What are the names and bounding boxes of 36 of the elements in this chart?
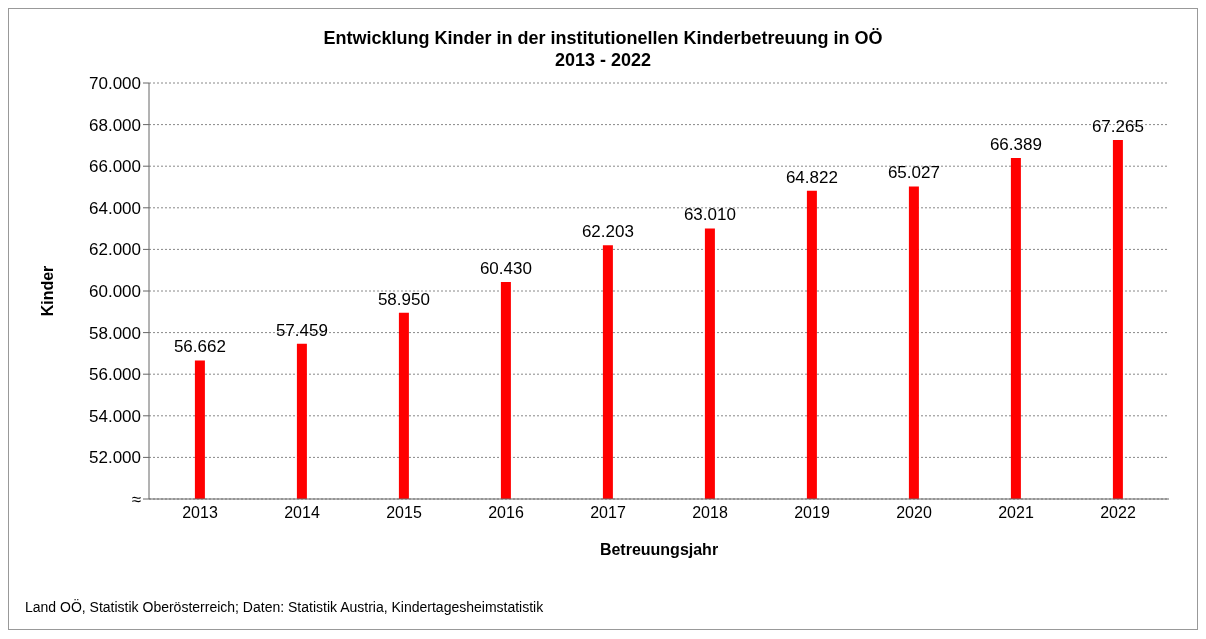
data-label: 58.950 xyxy=(377,289,430,309)
data-label: 63.010 xyxy=(683,205,736,225)
y-tick-label: 62.000 xyxy=(89,240,141,260)
data-label: 64.822 xyxy=(785,167,838,187)
x-tick-label: 2019 xyxy=(794,504,830,522)
chart-title: Entwicklung Kinder in der institutionellen Kinderbetreuung in OÖ xyxy=(322,27,884,49)
chart-subtitle: 2013 - 2022 xyxy=(553,49,653,71)
y-tick-label: 64.000 xyxy=(89,198,141,218)
x-tick-label: 2018 xyxy=(692,504,728,522)
data-label: 66.389 xyxy=(989,135,1042,155)
x-tick-label: 2022 xyxy=(1100,504,1136,522)
x-tick-label: 2015 xyxy=(386,504,422,522)
y-tick-label: 70.000 xyxy=(89,74,141,94)
x-axis-title: Betreuungsjahr xyxy=(599,541,719,558)
x-tick-label: 2017 xyxy=(590,504,626,522)
data-label: 65.027 xyxy=(887,163,940,183)
data-label: 60.430 xyxy=(479,259,532,279)
x-tick-label: 2014 xyxy=(284,504,320,522)
y-tick-label: 54.000 xyxy=(89,406,141,426)
x-tick-label: 2021 xyxy=(998,504,1034,522)
text: Land OÖ, Statistik Oberösterreich; Daten: Statistik Austria, Kindertagesheimstatistik xyxy=(25,599,544,615)
y-tick-label: 68.000 xyxy=(89,115,141,135)
y-tick-label: 56.000 xyxy=(89,365,141,385)
y-tick-label: 58.000 xyxy=(89,323,141,343)
y-tick-label: 66.000 xyxy=(89,157,141,177)
y-tick-label: ≈ xyxy=(131,490,141,510)
data-label: 57.459 xyxy=(275,320,328,340)
x-tick-label: 2016 xyxy=(488,504,524,522)
data-label: 67.265 xyxy=(1091,116,1144,136)
y-tick-label: 52.000 xyxy=(89,448,141,468)
y-tick-label: 60.000 xyxy=(89,282,141,302)
y-axis-title: Kinder xyxy=(38,265,56,317)
x-tick-label: 2020 xyxy=(896,504,932,522)
data-label: 62.203 xyxy=(581,222,634,242)
x-tick-label: 2013 xyxy=(182,504,218,522)
data-label: 56.662 xyxy=(173,337,226,357)
